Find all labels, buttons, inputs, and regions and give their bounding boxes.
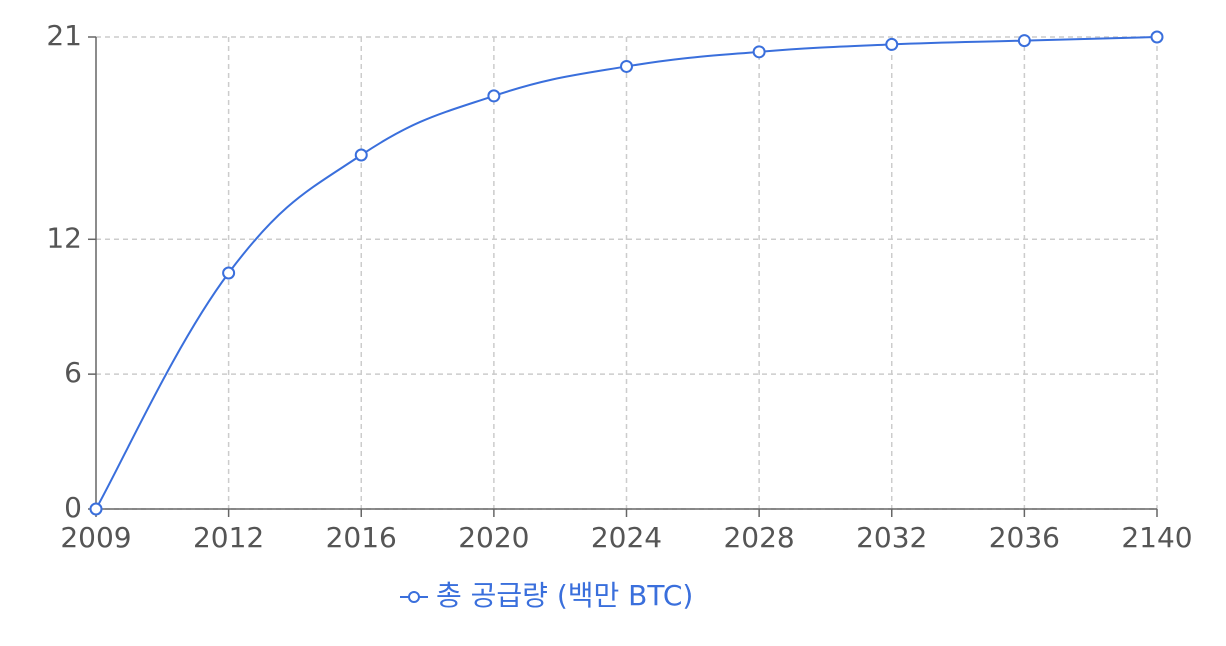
x-tick-label: 2032	[856, 521, 927, 554]
point	[1150, 30, 1164, 44]
legend-item: 총 공급량 (백만 BTC)	[400, 579, 693, 612]
point	[487, 89, 501, 103]
x-tick-label: 2012	[193, 521, 264, 554]
point	[1017, 34, 1031, 48]
legend-marker	[408, 591, 420, 603]
x-tick-label: 2036	[989, 521, 1060, 554]
point	[89, 502, 103, 516]
point	[354, 148, 368, 162]
x-tick-label: 2024	[591, 521, 662, 554]
legend-label: 총 공급량 (백만 BTC)	[436, 579, 693, 612]
point	[222, 266, 236, 280]
y-tick-label: 12	[46, 221, 82, 254]
x-tick-label: 2140	[1121, 521, 1192, 554]
x-tick-label: 2028	[723, 521, 794, 554]
x-tick-label: 2020	[458, 521, 529, 554]
point	[620, 59, 633, 73]
point	[885, 37, 899, 51]
y-tick-label: 0	[64, 491, 82, 524]
x-tick-label: 2016	[326, 521, 397, 554]
x-tick-label: 2009	[60, 521, 131, 554]
point	[752, 45, 766, 59]
y-tick-label: 6	[64, 356, 82, 389]
y-tick-label: 21	[46, 19, 82, 52]
